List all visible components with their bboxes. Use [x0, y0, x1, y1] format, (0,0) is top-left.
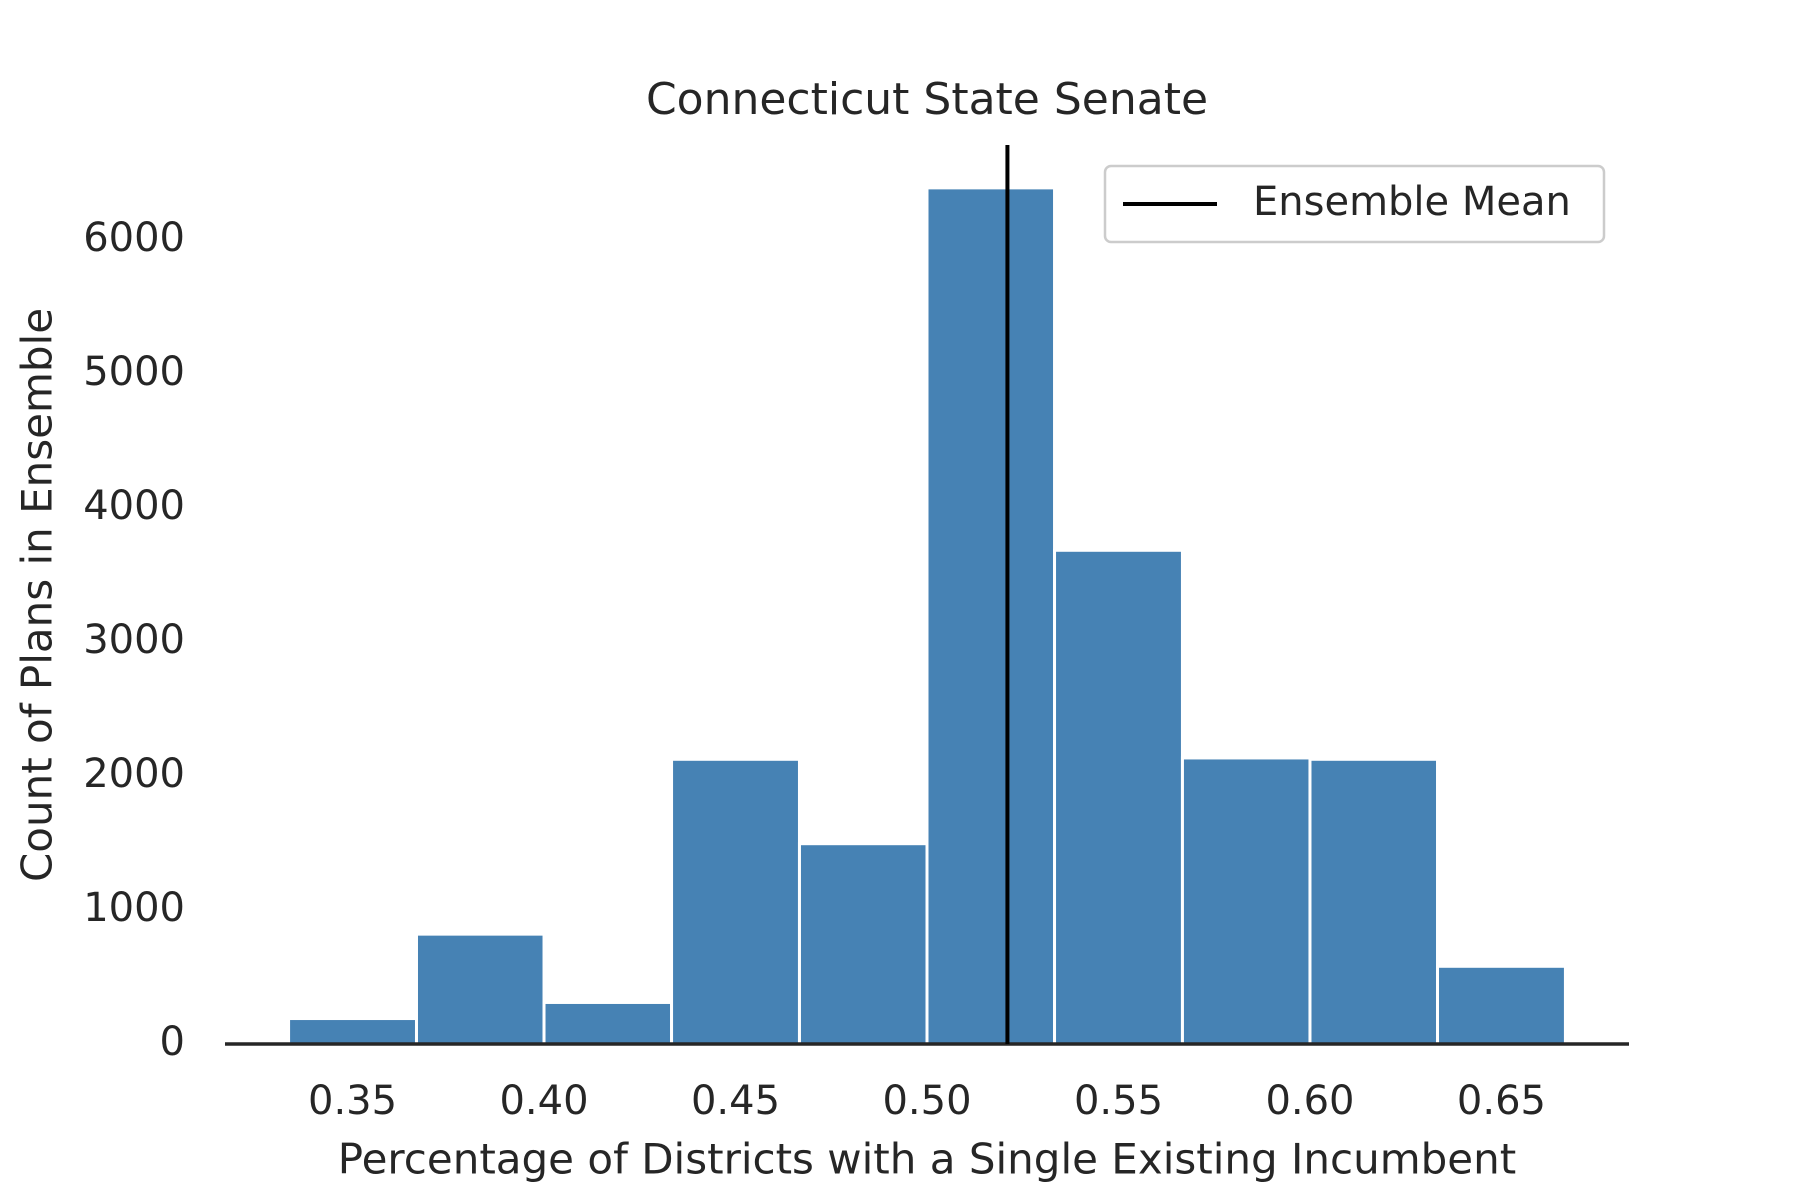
y-tick-label: 1000 [83, 885, 185, 931]
x-tick-label: 0.50 [882, 1078, 971, 1124]
y-tick-label: 0 [160, 1019, 185, 1065]
bar [925, 186, 1057, 1046]
bar [1053, 548, 1184, 1046]
bar [1308, 757, 1440, 1046]
x-tick-label: 0.60 [1265, 1078, 1354, 1124]
bar [542, 1000, 674, 1046]
bar [1180, 756, 1312, 1046]
y-tick-label: 3000 [83, 617, 185, 663]
bar [287, 1017, 418, 1046]
x-axis-label: Percentage of Districts with a Single Ex… [338, 1135, 1516, 1184]
bar [670, 757, 801, 1046]
bar [414, 932, 546, 1046]
y-tick-label: 4000 [83, 483, 185, 529]
x-tick-label: 0.45 [691, 1078, 780, 1124]
y-tick-label: 5000 [83, 349, 185, 395]
x-tick-label: 0.35 [308, 1078, 397, 1124]
legend-label: Ensemble Mean [1253, 179, 1571, 225]
y-axis-label: Count of Plans in Ensemble [13, 308, 62, 882]
x-tick-label: 0.55 [1074, 1078, 1163, 1124]
y-tick-label: 2000 [83, 751, 185, 797]
bar [1436, 964, 1567, 1046]
x-tick-label: 0.40 [499, 1078, 588, 1124]
bar [797, 842, 929, 1046]
x-tick-label: 0.65 [1457, 1078, 1546, 1124]
chart-title: Connecticut State Senate [646, 74, 1208, 125]
legend-box [1103, 164, 1606, 244]
y-tick-label: 6000 [83, 215, 185, 261]
